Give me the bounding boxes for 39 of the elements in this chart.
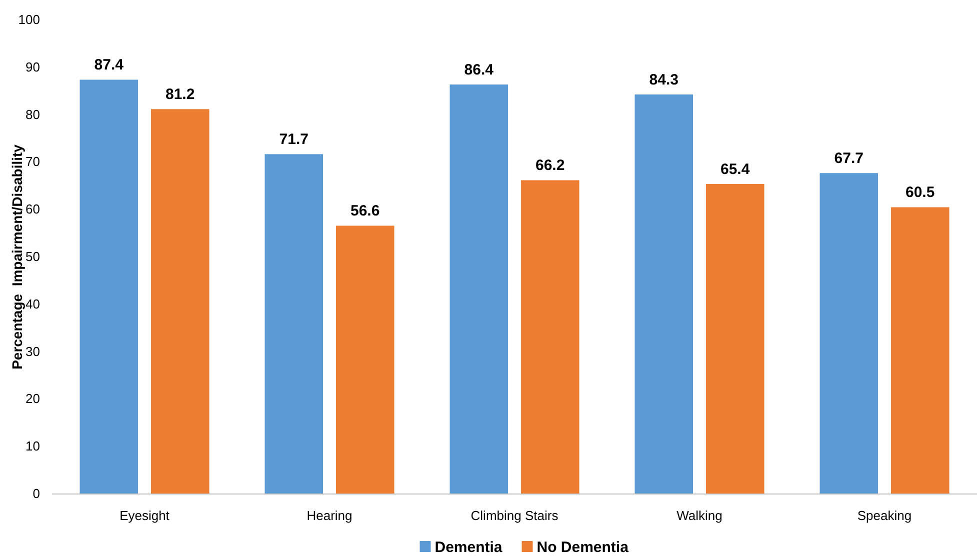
x-tick-label: Climbing Stairs <box>470 508 559 523</box>
x-tick-label: Eyesight <box>120 508 170 523</box>
data-label: 84.3 <box>649 71 678 88</box>
data-label: 81.2 <box>166 86 195 104</box>
y-tick-label: 80 <box>26 106 40 122</box>
bar <box>706 184 764 494</box>
y-tick-label: 10 <box>26 438 40 454</box>
data-label: 60.5 <box>906 184 935 202</box>
bar <box>336 226 394 494</box>
data-label: 67.7 <box>834 150 864 168</box>
y-tick-label: 70 <box>26 154 40 170</box>
x-tick-label: Speaking <box>857 508 912 523</box>
y-tick-label: 0 <box>32 486 40 501</box>
bar <box>820 173 878 494</box>
y-tick-label: 30 <box>26 344 40 359</box>
y-tick-label: 40 <box>26 296 40 312</box>
data-label: 66.2 <box>536 157 565 174</box>
data-label: 87.4 <box>94 56 124 74</box>
x-tick-label: Walking <box>676 508 722 523</box>
bar <box>80 80 138 494</box>
bar <box>890 207 950 494</box>
data-label: 86.4 <box>464 61 494 78</box>
y-tick-label: 90 <box>26 59 40 74</box>
bar <box>634 94 694 494</box>
data-label: 56.6 <box>350 202 380 220</box>
y-tick-label: 100 <box>18 12 40 27</box>
bar <box>450 84 508 494</box>
y-tick-label: 20 <box>26 391 40 406</box>
legend-label: No Dementia <box>536 539 630 556</box>
legend-label: Dementia <box>434 539 503 556</box>
data-label: 71.7 <box>279 131 308 148</box>
bar <box>150 109 210 494</box>
data-label: 65.4 <box>720 161 750 178</box>
y-tick-label: 60 <box>26 202 40 217</box>
bar <box>520 180 580 494</box>
bar <box>264 154 324 494</box>
y-axis-title: Percentage Impairment/Disability <box>9 144 25 370</box>
y-tick-label: 50 <box>26 249 40 264</box>
x-tick-label: Hearing <box>306 508 352 523</box>
